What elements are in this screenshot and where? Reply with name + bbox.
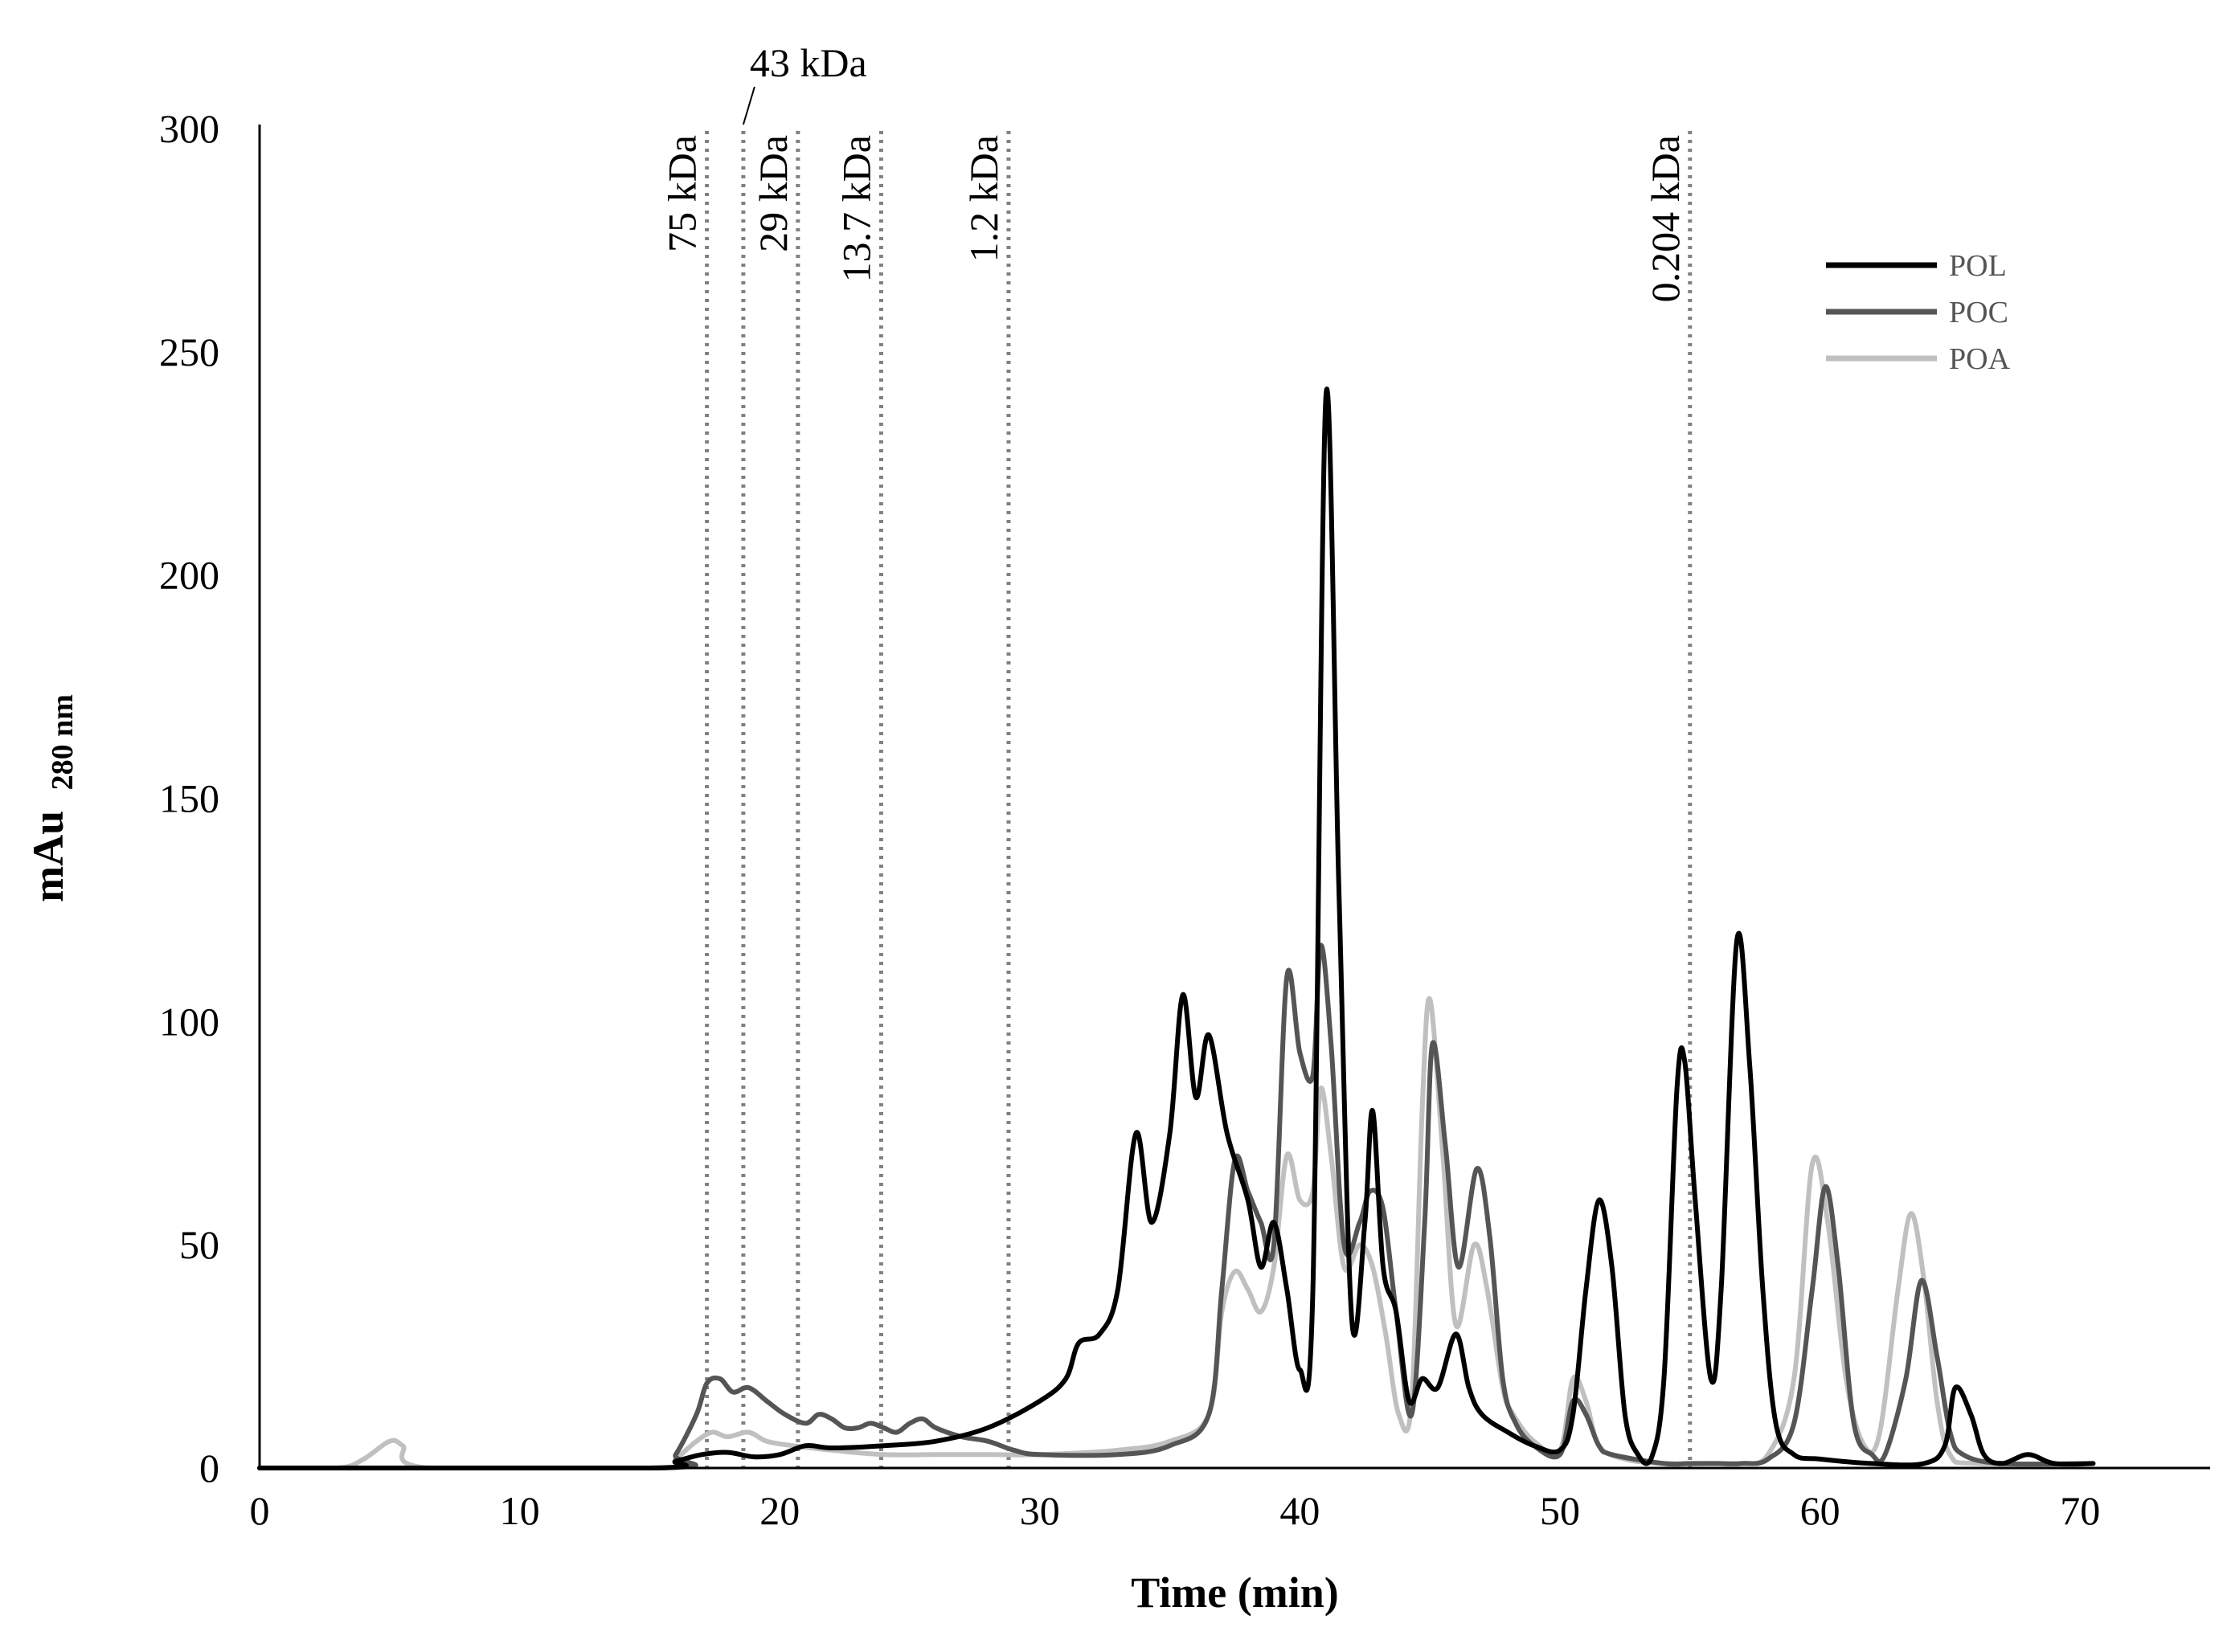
mw-marker-label: 75 kDa (660, 135, 705, 252)
mw-marker-label: 29 kDa (751, 135, 796, 252)
mw-marker-label: 13.7 kDa (833, 135, 878, 282)
x-tick-label: 20 (759, 1488, 800, 1533)
x-tick-label: 60 (1800, 1488, 1840, 1533)
y-tick-label: 100 (159, 999, 219, 1044)
legend-label-poa: POA (1949, 342, 2011, 376)
series-line-pol (257, 386, 2096, 1471)
series-line-poa (257, 996, 2096, 1471)
y-tick-label: 50 (179, 1222, 219, 1267)
y-axis-title-sub: 280 nm (46, 694, 80, 790)
ticks-layer: 0 10 20 30 40 50 60 70 0 50 100 150 200 250 300 (159, 106, 2100, 1533)
x-tick-label: 0 (250, 1488, 270, 1533)
mw-markers-layer: 75 kDa 43 kDa 29 kDa 13.7 kDa 1.2 kDa 0.204 k… (660, 40, 1693, 1468)
y-tick-label: 150 (159, 776, 219, 821)
legend: POL POC POA (1826, 249, 2011, 376)
y-tick-label: 300 (159, 106, 219, 151)
x-tick-label: 10 (500, 1488, 540, 1533)
series-layer (257, 386, 2096, 1471)
mw-marker-label: 0.204 kDa (1643, 135, 1688, 302)
mw-marker-label: 1.2 kDa (961, 135, 1006, 262)
mw-marker-leader (742, 86, 755, 125)
legend-label-pol: POL (1949, 249, 2007, 283)
x-tick-label: 50 (1540, 1488, 1580, 1533)
x-tick-label: 30 (1020, 1488, 1060, 1533)
y-axis-title-main: mAu (24, 811, 72, 902)
y-tick-label: 250 (159, 329, 219, 374)
axes-layer (258, 125, 2210, 1470)
legend-label-poc: POC (1949, 296, 2008, 329)
x-tick-label: 70 (2060, 1488, 2100, 1533)
y-tick-label: 0 (199, 1446, 219, 1490)
y-tick-label: 200 (159, 553, 219, 598)
x-axis-title: Time (min) (1131, 1568, 1338, 1617)
mw-marker-label: 43 kDa (750, 40, 867, 85)
y-axis-title: mAu 280 nm (24, 694, 80, 902)
x-tick-label: 40 (1279, 1488, 1320, 1533)
